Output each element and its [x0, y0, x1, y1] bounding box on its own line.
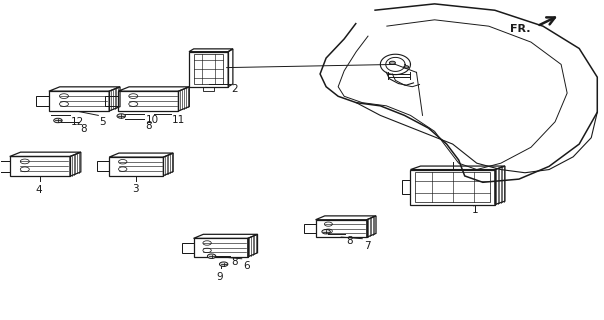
Text: 6: 6: [243, 261, 250, 271]
Text: 8: 8: [80, 124, 87, 134]
Text: 9: 9: [216, 271, 223, 282]
Text: 8: 8: [347, 236, 353, 246]
Text: 5: 5: [100, 117, 106, 127]
Text: 3: 3: [132, 184, 139, 194]
Text: 8: 8: [146, 121, 152, 131]
Text: 8: 8: [231, 257, 237, 267]
Circle shape: [219, 262, 228, 267]
Circle shape: [207, 254, 216, 259]
Text: 12: 12: [71, 117, 85, 127]
Circle shape: [322, 229, 330, 234]
Text: FR.: FR.: [510, 24, 531, 34]
Circle shape: [54, 118, 62, 123]
Text: 7: 7: [364, 241, 371, 251]
Text: 11: 11: [172, 116, 185, 125]
Circle shape: [117, 114, 126, 118]
Text: 2: 2: [231, 84, 237, 94]
Circle shape: [390, 61, 396, 64]
Text: 10: 10: [146, 116, 158, 125]
Circle shape: [404, 66, 409, 68]
Text: 1: 1: [472, 205, 478, 215]
Text: 4: 4: [36, 185, 42, 195]
